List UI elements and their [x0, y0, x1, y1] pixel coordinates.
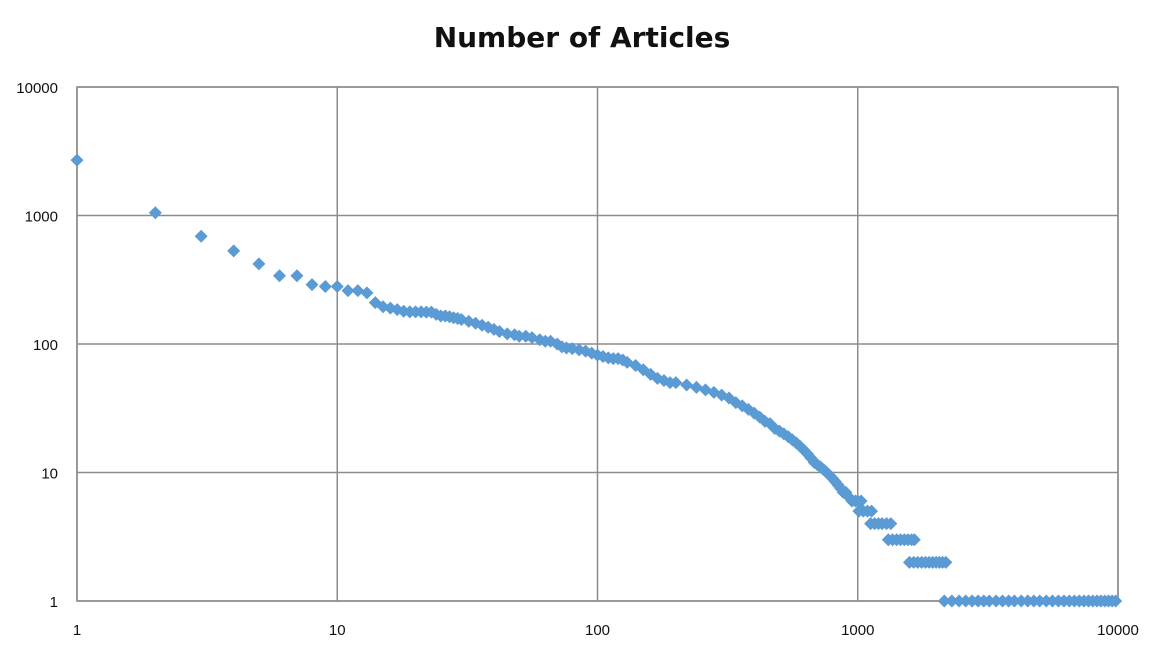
data-point-0-4	[252, 257, 266, 271]
data-point-0-64	[669, 376, 683, 390]
data-point-0-136	[952, 594, 966, 608]
data-point-0-135	[945, 594, 959, 608]
data-point-0-5	[273, 269, 287, 283]
data-point-0-133	[939, 555, 953, 569]
x-tick-label-4: 10000	[1097, 622, 1139, 639]
data-point-0-114	[884, 517, 898, 531]
y-tick-label-4: 10000	[16, 80, 58, 97]
data-point-0-65	[680, 378, 694, 392]
data-point-0-122	[907, 533, 921, 547]
data-point-0-10	[341, 284, 355, 298]
data-point-0-1	[148, 206, 162, 220]
x-tick-label-3: 1000	[841, 622, 874, 639]
data-point-0-7	[305, 278, 319, 292]
data-point-0-11	[351, 284, 365, 298]
data-point-0-145	[1007, 594, 1021, 608]
data-point-0-0	[70, 153, 84, 167]
y-tick-label-1: 10	[41, 466, 58, 483]
data-point-0-104	[854, 494, 868, 508]
x-tick-label-2: 100	[585, 622, 610, 639]
grid-lines	[76, 86, 1119, 602]
data-point-0-134	[937, 594, 951, 608]
y-tick-label-3: 1000	[25, 209, 58, 226]
data-point-0-9	[330, 280, 344, 294]
y-axis-tick-labels: 1 10 100 1000 10000	[16, 80, 58, 611]
x-axis-tick-labels: 1 10 100 1000 10000	[73, 622, 1139, 639]
data-point-0-38	[512, 329, 526, 343]
y-tick-label-0: 1	[50, 594, 58, 611]
chart-title: Number of Articles	[434, 21, 731, 54]
data-point-0-3	[227, 244, 241, 258]
y-tick-label-2: 100	[33, 337, 58, 354]
data-point-0-165	[1109, 594, 1123, 608]
data-points	[70, 153, 1123, 608]
data-point-0-2	[194, 229, 208, 243]
data-point-0-12	[360, 286, 374, 300]
data-point-0-149	[1033, 594, 1047, 608]
data-point-0-66	[689, 380, 703, 394]
x-tick-label-0: 1	[73, 622, 81, 639]
plot-area-frame	[76, 86, 1119, 602]
x-tick-label-1: 10	[329, 622, 346, 639]
data-point-0-8	[318, 280, 332, 294]
data-point-0-6	[290, 269, 304, 283]
data-point-0-141	[982, 594, 996, 608]
data-point-0-108	[865, 504, 879, 518]
